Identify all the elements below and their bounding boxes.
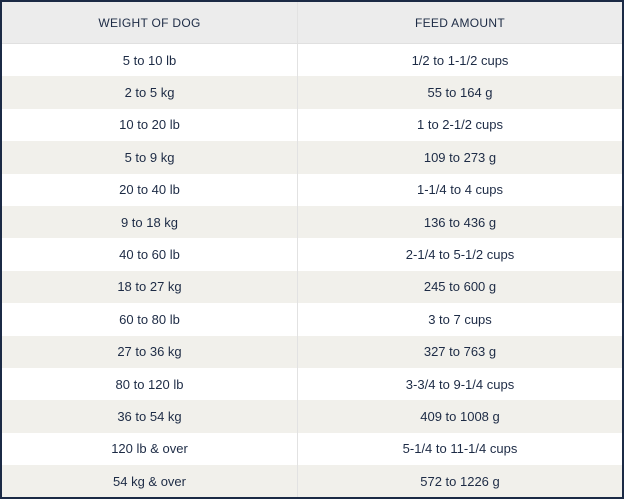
amount-cell: 245 to 600 g bbox=[297, 270, 622, 304]
table-row: 80 to 120 lb 3-3/4 to 9-1/4 cups bbox=[2, 367, 622, 401]
table-row: 27 to 36 kg 327 to 763 g bbox=[2, 335, 622, 368]
table-row: 20 to 40 lb 1-1/4 to 4 cups bbox=[2, 173, 622, 206]
weight-cell: 80 to 120 lb bbox=[2, 367, 298, 401]
amount-cell: 5-1/4 to 11-1/4 cups bbox=[402, 441, 518, 457]
weight-cell: 40 to 60 lb bbox=[2, 238, 298, 271]
header-row: WEIGHT OF DOG FEED AMOUNT bbox=[2, 2, 622, 44]
weight-cell: 120 lb & over bbox=[2, 432, 298, 466]
table-row: 5 to 10 lb 1/2 to 1-1/2 cups bbox=[2, 43, 622, 77]
weight-cell: 9 to 18 kg bbox=[2, 205, 298, 239]
table-row: 9 to 18 kg 136 to 436 g bbox=[2, 205, 622, 239]
amount-cell: 3 to 7 cups bbox=[428, 311, 492, 327]
table-row: 5 to 9 kg 109 to 273 g bbox=[2, 141, 622, 174]
amount-cell: 1-1/4 to 4 cups bbox=[417, 182, 503, 198]
table-body: 5 to 10 lb 1/2 to 1-1/2 cups 2 to 5 kg 55 t… bbox=[2, 43, 622, 497]
table-row: 120 lb & over 5-1/4 to 11-1/4 cups bbox=[2, 432, 622, 466]
table-row: 2 to 5 kg 55 to 164 g bbox=[2, 76, 622, 109]
table-row: 60 to 80 lb 3 to 7 cups bbox=[2, 303, 622, 336]
amount-cell: 409 to 1008 g bbox=[297, 400, 622, 433]
weight-cell: 5 to 9 kg bbox=[2, 141, 298, 174]
amount-cell: 1 to 2-1/2 cups bbox=[417, 117, 503, 133]
table-row: 40 to 60 lb 2-1/4 to 5-1/2 cups bbox=[2, 238, 622, 271]
column-header: FEED AMOUNT bbox=[297, 2, 622, 44]
amount-cell: 3-3/4 to 9-1/4 cups bbox=[405, 376, 515, 392]
weight-cell: 60 to 80 lb bbox=[2, 303, 298, 336]
amount-cell: 1/2 to 1-1/2 cups bbox=[411, 52, 509, 68]
amount-cell: 136 to 436 g bbox=[297, 205, 622, 239]
weight-cell: 5 to 10 lb bbox=[2, 43, 298, 77]
weight-cell: 10 to 20 lb bbox=[2, 108, 298, 142]
amount-cell: 2-1/4 to 5-1/2 cups bbox=[405, 247, 515, 263]
weight-cell: 2 to 5 kg bbox=[2, 76, 298, 109]
column-header: WEIGHT OF DOG bbox=[2, 2, 298, 44]
table-row: 36 to 54 kg 409 to 1008 g bbox=[2, 400, 622, 433]
table-row: 18 to 27 kg 245 to 600 g bbox=[2, 270, 622, 304]
weight-cell: 36 to 54 kg bbox=[2, 400, 298, 433]
weight-cell: 27 to 36 kg bbox=[2, 335, 298, 368]
table-row: 54 kg & over 572 to 1226 g bbox=[2, 465, 622, 497]
weight-cell: 54 kg & over bbox=[2, 465, 298, 497]
table-row: 10 to 20 lb 1 to 2-1/2 cups bbox=[2, 108, 622, 142]
amount-cell: 327 to 763 g bbox=[297, 335, 622, 368]
weight-cell: 20 to 40 lb bbox=[2, 173, 298, 206]
amount-cell: 55 to 164 g bbox=[297, 76, 622, 109]
weight-cell: 18 to 27 kg bbox=[2, 270, 298, 304]
amount-cell: 572 to 1226 g bbox=[297, 465, 622, 497]
amount-cell: 109 to 273 g bbox=[297, 141, 622, 174]
